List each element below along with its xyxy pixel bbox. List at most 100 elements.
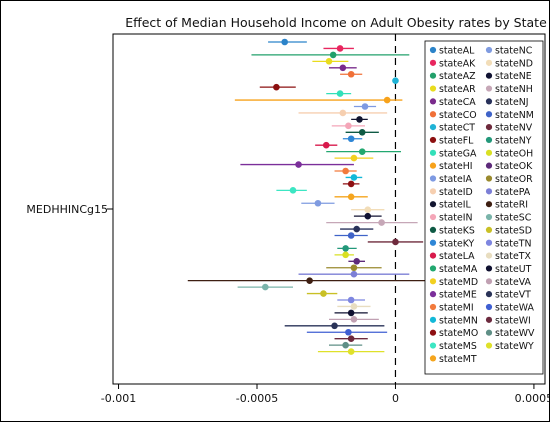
legend-marker-stateMI — [429, 303, 437, 311]
legend-label-stateSC: stateSC — [495, 213, 532, 224]
legend-label-stateKS: stateKS — [439, 225, 475, 236]
estimate-point-stateMO — [347, 180, 355, 188]
legend-marker-stateWV — [485, 329, 493, 336]
estimate-point-stateNH — [378, 219, 385, 226]
legend-label-stateMN: stateMN — [439, 315, 478, 326]
legend-label-stateOH: stateOH — [495, 148, 533, 159]
legend-label-stateTN: stateTN — [495, 238, 532, 249]
estimate-point-stateVT — [331, 322, 338, 330]
legend-marker-stateIA — [429, 175, 437, 182]
legend-label-stateWY: stateWY — [495, 341, 534, 352]
legend-marker-stateAL — [429, 46, 437, 54]
legend-label-statePA: statePA — [495, 187, 531, 198]
legend-marker-stateKS — [429, 226, 437, 233]
legend-marker-stateNM — [485, 111, 493, 118]
estimate-point-stateHI — [383, 96, 391, 104]
estimate-point-stateKS — [358, 129, 366, 136]
estimate-point-stateWA — [345, 328, 352, 336]
estimate-point-stateOR — [350, 264, 358, 272]
x-tick-label: -0.001 — [101, 392, 136, 405]
legend-marker-stateMT — [429, 355, 437, 362]
estimate-point-stateCO — [347, 70, 355, 78]
estimate-point-stateUT — [347, 309, 355, 317]
estimate-point-stateFL — [273, 83, 280, 91]
legend-marker-stateOK — [485, 162, 493, 169]
legend-label-stateNE: stateNE — [495, 71, 532, 82]
legend-label-stateNY: stateNY — [495, 135, 532, 146]
legend-label-stateTX: stateTX — [495, 251, 531, 262]
legend-label-stateWA: stateWA — [495, 303, 535, 314]
estimate-point-stateIA — [361, 103, 369, 110]
legend-marker-stateLA — [429, 252, 437, 259]
legend-label-stateVT: stateVT — [495, 290, 531, 301]
legend-label-stateAR: stateAR — [439, 84, 476, 95]
legend-marker-stateTN — [485, 239, 493, 246]
legend-label-stateVA: stateVA — [495, 277, 532, 288]
legend-marker-stateWY — [485, 342, 493, 349]
estimate-point-stateAZ — [329, 51, 337, 59]
estimate-point-stateAR — [325, 58, 333, 65]
legend-label-stateUT: stateUT — [495, 264, 532, 275]
legend-marker-stateGA — [429, 149, 437, 156]
estimate-point-stateNM — [347, 232, 355, 239]
legend-label-stateCA: stateCA — [439, 97, 476, 108]
legend-label-stateND: stateND — [495, 58, 533, 69]
legend-label-stateMI: stateMI — [439, 303, 474, 314]
estimate-point-stateID — [339, 109, 347, 117]
legend-marker-stateKY — [429, 239, 437, 246]
legend-label-stateMS: stateMS — [439, 341, 477, 352]
legend-label-stateHI: stateHI — [439, 161, 473, 172]
legend-marker-stateMN — [429, 316, 437, 323]
legend-marker-stateAK — [429, 59, 437, 66]
estimate-point-stateCT — [392, 77, 399, 84]
legend-marker-stateWA — [485, 303, 493, 311]
legend-label-stateNC: stateNC — [495, 46, 533, 57]
legend-label-stateNJ: stateNJ — [495, 97, 529, 108]
estimate-point-stateWY — [347, 348, 355, 355]
estimate-point-stateNC — [314, 199, 322, 207]
estimate-point-stateNE — [364, 212, 372, 220]
legend-label-stateRI: stateRI — [495, 200, 528, 211]
legend-marker-stateNH — [485, 85, 493, 92]
estimate-point-stateNJ — [353, 225, 360, 233]
estimate-point-stateMA — [358, 148, 366, 155]
legend-marker-stateMD — [429, 278, 437, 285]
estimate-point-stateND — [364, 206, 372, 213]
legend-marker-stateCT — [429, 124, 437, 131]
legend-label-stateKY: stateKY — [439, 238, 475, 249]
legend-label-stateNH: stateNH — [495, 84, 533, 95]
x-tick-label: 0 — [392, 392, 399, 405]
legend-marker-stateWI — [485, 316, 493, 323]
plot-marks — [187, 34, 432, 384]
estimate-point-stateMI — [342, 167, 349, 175]
estimate-point-stateOH — [342, 251, 349, 259]
estimate-point-stateLA — [322, 141, 330, 149]
legend-label-stateOK: stateOK — [495, 161, 533, 172]
legend-marker-stateOR — [485, 175, 493, 182]
estimate-point-stateOK — [353, 258, 360, 265]
legend-marker-stateFL — [429, 136, 437, 144]
legend-marker-statePA — [485, 188, 493, 195]
legend-marker-stateVT — [485, 291, 493, 298]
legend-label-stateAL: stateAL — [439, 46, 475, 57]
legend-box — [424, 40, 544, 375]
estimate-point-stateNY — [342, 245, 349, 252]
legend-label-stateSD: stateSD — [495, 225, 532, 236]
legend-marker-stateNJ — [485, 98, 493, 105]
legend-label-stateMA: stateMA — [439, 264, 478, 275]
legend-label-stateMT: stateMT — [439, 354, 477, 365]
estimate-point-stateTN — [347, 296, 355, 304]
legend-label-stateIN: stateIN — [439, 213, 473, 224]
legend-marker-stateSC — [485, 213, 493, 221]
estimate-point-stateNV — [392, 238, 399, 246]
chart-title: Effect of Median Household Income on Adu… — [125, 15, 547, 30]
legend-marker-stateOH — [485, 149, 493, 156]
estimate-point-stateMT — [347, 193, 355, 201]
legend-marker-stateAR — [429, 85, 437, 92]
estimate-point-stateAL — [281, 38, 288, 46]
legend-marker-stateVA — [485, 278, 493, 285]
legend-marker-stateMA — [429, 265, 437, 272]
legend-marker-stateMO — [429, 329, 437, 336]
